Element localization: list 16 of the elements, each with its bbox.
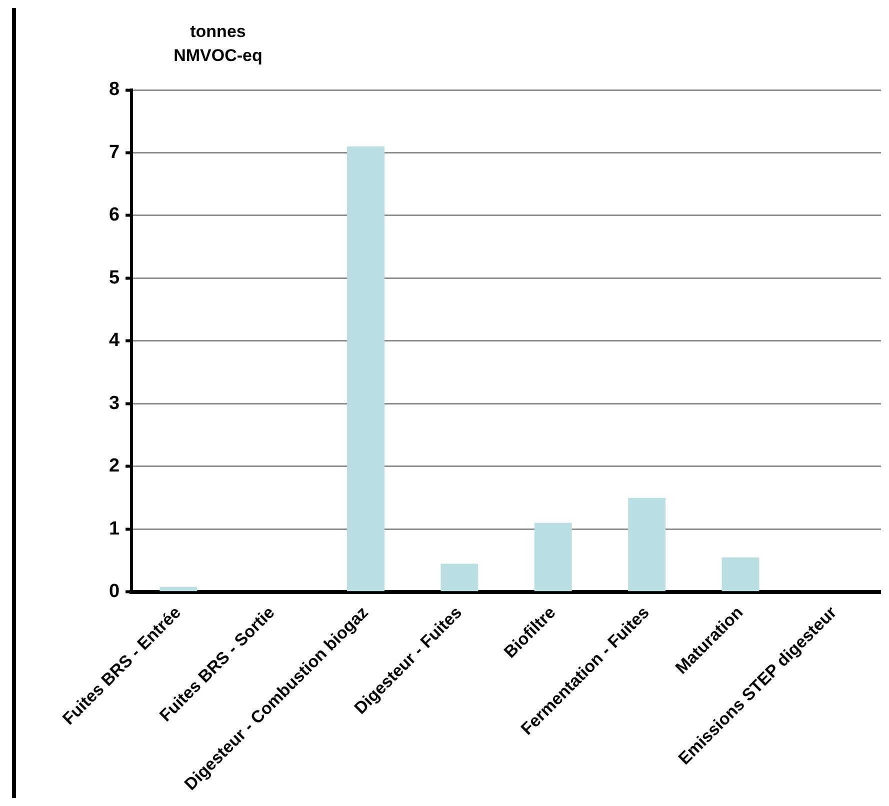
y-tick-label: 0	[108, 581, 120, 602]
y-tick-label: 5	[108, 267, 120, 288]
y-tick-label: 4	[108, 330, 120, 352]
y-tick-label: 6	[108, 204, 120, 226]
bar	[347, 146, 384, 592]
bar	[722, 557, 760, 592]
y-tick-label: 8	[108, 79, 120, 100]
bar	[534, 522, 572, 592]
bar	[628, 498, 666, 592]
y-tick-label: 7	[108, 142, 120, 163]
y-axis-title: tonnes NMVOC-eq	[172, 21, 264, 67]
y-tick-label: 3	[108, 392, 120, 414]
bar	[440, 564, 478, 592]
y-tick-label: 2	[108, 456, 120, 477]
bar	[160, 586, 198, 592]
y-tick-label: 1	[108, 518, 120, 540]
